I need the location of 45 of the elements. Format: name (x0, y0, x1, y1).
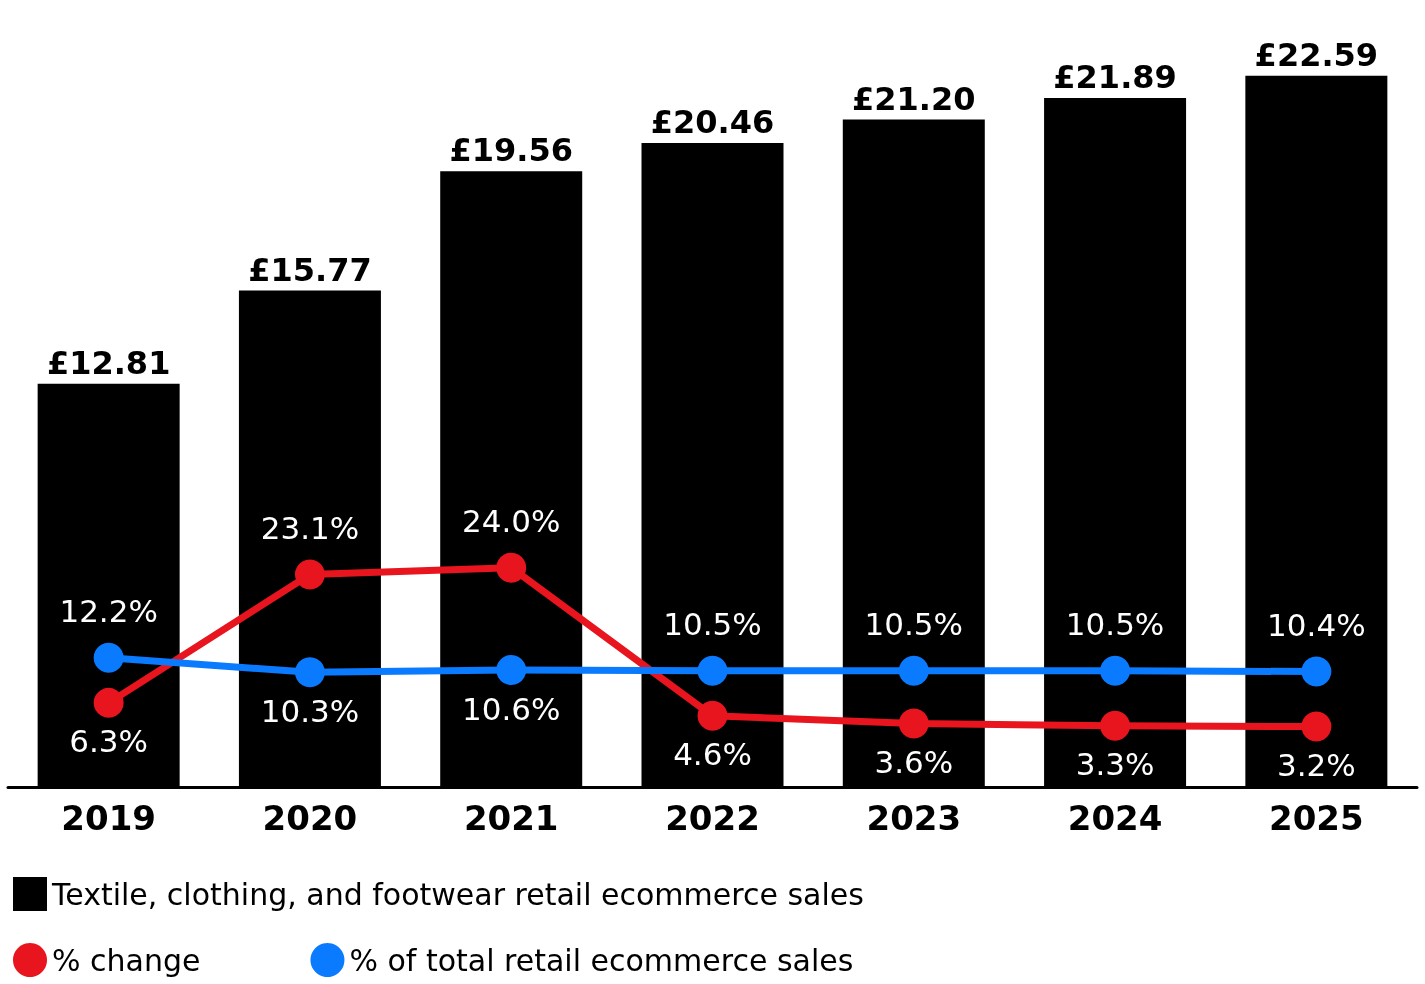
x-tick-label: 2022 (665, 798, 760, 838)
data-label: 10.5% (1065, 606, 1165, 643)
x-tick-label: 2023 (866, 798, 962, 838)
point (1100, 710, 1131, 741)
point (496, 655, 527, 686)
legend-label: % change (52, 942, 201, 978)
data-label: £12.81 (46, 343, 171, 382)
data-label: £19.56 (449, 131, 573, 170)
x-tick-label: 2024 (1067, 798, 1163, 838)
data-label: 10.5% (663, 606, 762, 643)
point (898, 655, 929, 686)
x-tick-label: 2020 (262, 798, 358, 838)
data-label: 10.5% (864, 606, 964, 643)
point (1301, 711, 1332, 742)
data-label: 6.3% (69, 723, 149, 760)
data-label: 3.2% (1276, 747, 1356, 784)
data-label: £21.20 (852, 79, 976, 118)
data-label: 3.6% (874, 744, 954, 780)
point (496, 552, 527, 583)
point (697, 655, 728, 686)
data-label: £21.89 (1053, 57, 1177, 96)
data-label: £22.59 (1254, 35, 1379, 74)
x-tick-label: 2019 (61, 798, 156, 838)
point (898, 708, 929, 739)
point (1301, 656, 1332, 687)
data-label: 10.3% (260, 692, 360, 729)
point (294, 559, 325, 590)
x-tick-label: 2021 (463, 798, 559, 838)
data-label: 24.0% (461, 503, 561, 540)
point (1100, 655, 1131, 686)
data-label: 10.6% (461, 690, 561, 727)
point (93, 687, 124, 718)
legend-label: Textile, clothing, and footwear retail ecommerce sales (51, 876, 864, 912)
x-tick-label: 2025 (1269, 798, 1364, 838)
data-label: 23.1% (260, 510, 360, 547)
data-label: 3.3% (1075, 746, 1155, 783)
data-label: 12.2% (59, 593, 158, 630)
data-label: 10.4% (1267, 607, 1366, 644)
data-label: £15.77 (248, 250, 372, 289)
data-label: 4.6% (673, 736, 752, 773)
data-label: £20.46 (650, 102, 775, 141)
point (294, 657, 325, 688)
point (697, 700, 728, 731)
legend-label: % of total retail ecommerce sales (349, 942, 854, 978)
point (93, 642, 124, 673)
